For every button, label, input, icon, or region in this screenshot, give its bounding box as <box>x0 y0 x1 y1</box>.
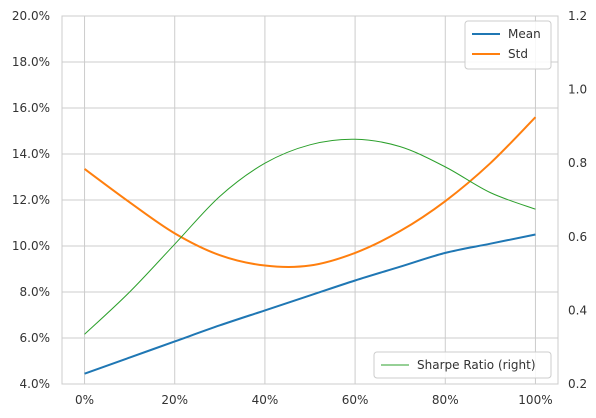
legend-right-axis: Sharpe Ratio (right) <box>373 351 552 379</box>
series-line-sharpe-ratio <box>84 138 536 335</box>
plot-frame <box>61 15 559 385</box>
left-y-tick-label: 4.0% <box>20 377 51 391</box>
series-layer <box>83 116 537 375</box>
x-tick-label: 0% <box>75 393 94 407</box>
legend-label: Mean <box>508 27 541 41</box>
x-tick-label: 100% <box>518 393 552 407</box>
left-y-tick-label: 8.0% <box>20 285 51 299</box>
right-y-tick-label: 0.2 <box>568 377 587 391</box>
left-y-tick-label: 12.0% <box>12 193 50 207</box>
x-tick-label: 60% <box>342 393 369 407</box>
legends: Mean Std Sharpe Ratio (right) <box>373 20 552 379</box>
x-tick-label: 40% <box>252 393 279 407</box>
axes: 0% 20% 40% 60% 80% 100% 4.0% 6.0% 8.0% 10.0% 12.0%… <box>12 9 587 407</box>
legend-label: Std <box>508 47 528 61</box>
right-y-tick-label: 1.0 <box>568 83 587 97</box>
right-y-tick-label: 0.8 <box>568 156 587 170</box>
left-y-tick-label: 18.0% <box>12 55 50 69</box>
left-y-tick-label: 16.0% <box>12 101 50 115</box>
left-y-tick-label: 20.0% <box>12 9 50 23</box>
x-tick-label: 20% <box>161 393 188 407</box>
right-y-tick-label: 0.4 <box>568 303 587 317</box>
legend-label: Sharpe Ratio (right) <box>417 358 536 372</box>
right-y-tick-label: 0.6 <box>568 230 587 244</box>
series-line-std <box>83 116 537 268</box>
right-y-tick-label: 1.2 <box>568 9 587 23</box>
legend-left-axis: Mean Std <box>464 20 552 70</box>
left-y-tick-label: 14.0% <box>12 147 50 161</box>
x-tick-label: 80% <box>432 393 459 407</box>
grid <box>62 15 558 385</box>
series-line-mean <box>84 233 536 375</box>
left-y-tick-label: 6.0% <box>20 331 51 345</box>
left-y-tick-label: 10.0% <box>12 239 50 253</box>
legend-box <box>373 351 552 379</box>
